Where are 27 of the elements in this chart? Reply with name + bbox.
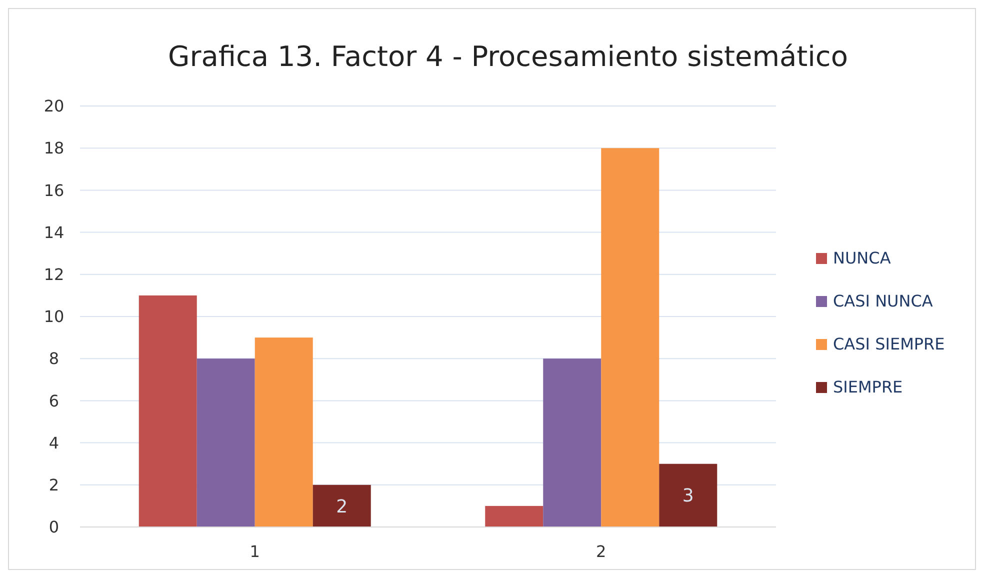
legend-label: NUNCA <box>833 248 891 268</box>
data-label: 3 <box>682 486 694 507</box>
legend-label: SIEMPRE <box>833 378 903 397</box>
chart-title: Grafica 13. Factor 4 - Procesamiento sistemático <box>168 40 848 73</box>
legend-label: CASI SIEMPRE <box>833 334 945 354</box>
bar <box>543 358 602 527</box>
y-tick-label: 12 <box>44 265 64 284</box>
legend-label: CASI NUNCA <box>833 292 933 311</box>
y-tick-label: 16 <box>44 180 64 200</box>
bar <box>196 358 255 527</box>
x-tick-label: 1 <box>250 542 260 561</box>
data-label: 2 <box>336 496 348 518</box>
y-tick-label: 0 <box>48 518 60 537</box>
bar <box>659 464 718 527</box>
bar <box>485 506 544 527</box>
y-tick-label: 20 <box>44 96 64 116</box>
bar <box>138 295 197 527</box>
bar <box>601 148 660 527</box>
y-tick-label: 2 <box>48 476 60 494</box>
y-tick-label: 8 <box>48 349 60 368</box>
y-tick-label: 14 <box>44 222 64 242</box>
bar <box>254 338 313 527</box>
y-tick-label: 6 <box>48 391 60 410</box>
y-tick-label: 4 <box>48 433 60 452</box>
y-tick-label: 10 <box>44 307 64 326</box>
y-tick-label: 18 <box>44 138 64 158</box>
bar <box>312 484 371 527</box>
